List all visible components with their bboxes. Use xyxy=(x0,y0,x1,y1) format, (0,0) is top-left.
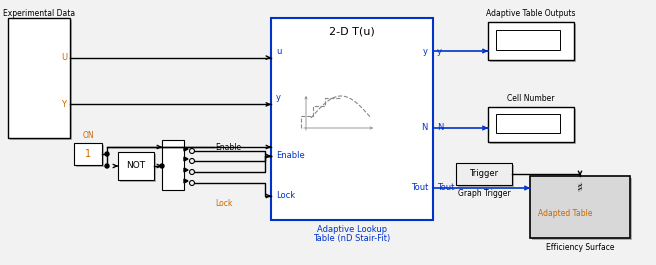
Text: ♯: ♯ xyxy=(577,182,583,195)
Bar xyxy=(76,145,104,167)
Text: U: U xyxy=(61,53,67,62)
Polygon shape xyxy=(184,179,188,183)
Text: Trigger: Trigger xyxy=(470,170,499,179)
Text: ON: ON xyxy=(82,131,94,140)
Polygon shape xyxy=(184,147,188,151)
Circle shape xyxy=(160,164,164,168)
Text: Adaptive Lookup: Adaptive Lookup xyxy=(317,224,387,233)
Bar xyxy=(490,24,576,62)
Text: N: N xyxy=(422,123,428,132)
Bar xyxy=(8,18,70,138)
Text: NOT: NOT xyxy=(127,161,146,170)
Text: Cell Number: Cell Number xyxy=(507,94,555,103)
Polygon shape xyxy=(184,157,188,161)
Bar xyxy=(496,30,560,50)
Bar xyxy=(496,114,560,133)
Text: Tout: Tout xyxy=(437,183,455,192)
Text: Graph Trigger: Graph Trigger xyxy=(458,189,510,198)
Text: Tout: Tout xyxy=(411,183,428,192)
Text: Lock: Lock xyxy=(276,192,295,201)
Bar xyxy=(456,163,512,185)
Text: Enable: Enable xyxy=(215,144,241,152)
Text: N: N xyxy=(437,123,443,132)
Bar xyxy=(120,154,156,182)
Text: u: u xyxy=(276,46,281,55)
Text: y: y xyxy=(437,46,442,55)
Bar xyxy=(530,176,630,238)
Text: 2-D T(u): 2-D T(u) xyxy=(329,27,375,37)
Text: Experimental Data: Experimental Data xyxy=(3,8,75,17)
Text: Enable: Enable xyxy=(276,152,305,161)
Bar xyxy=(162,140,184,190)
Bar xyxy=(74,143,102,165)
Bar xyxy=(532,178,632,240)
Text: Adapted Table: Adapted Table xyxy=(538,209,592,218)
Bar xyxy=(488,22,574,60)
Text: Table (nD Stair-Fit): Table (nD Stair-Fit) xyxy=(314,235,390,244)
Bar xyxy=(458,165,514,187)
Bar xyxy=(490,109,576,144)
Bar xyxy=(118,152,154,180)
Circle shape xyxy=(105,164,109,168)
Text: y: y xyxy=(276,94,281,103)
Text: Adaptive Table Outputs: Adaptive Table Outputs xyxy=(486,9,576,18)
Bar xyxy=(488,107,574,142)
Text: y: y xyxy=(423,46,428,55)
Bar xyxy=(10,20,72,140)
Text: Efficiency Surface: Efficiency Surface xyxy=(546,243,614,252)
Polygon shape xyxy=(184,168,188,172)
Bar xyxy=(271,18,433,220)
Circle shape xyxy=(105,152,109,156)
Text: Y: Y xyxy=(62,100,66,109)
Text: 1: 1 xyxy=(85,149,91,159)
Text: Lock: Lock xyxy=(215,200,232,209)
